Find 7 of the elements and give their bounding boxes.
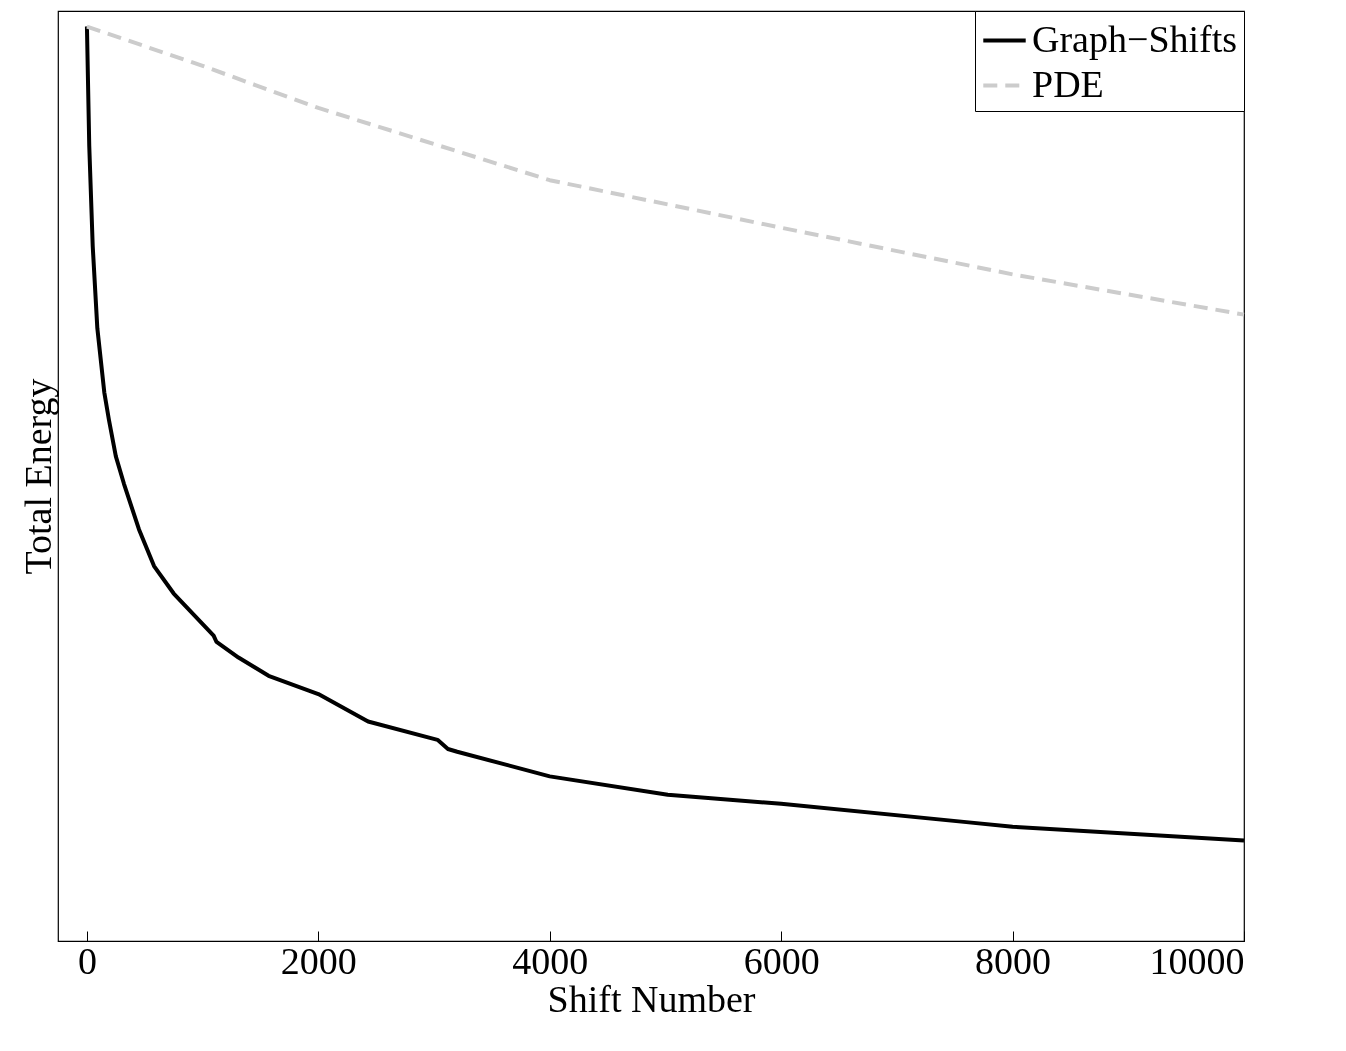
x-tick-label: 2000: [280, 939, 357, 982]
legend-label: Graph−Shifts: [1032, 17, 1238, 60]
legend-label: PDE: [1032, 62, 1104, 105]
x-tick-label: 10000: [1149, 939, 1245, 982]
x-tick-label: 0: [77, 939, 97, 982]
y-axis-title: Total Energy: [16, 378, 59, 575]
x-tick-label: 8000: [975, 939, 1052, 982]
